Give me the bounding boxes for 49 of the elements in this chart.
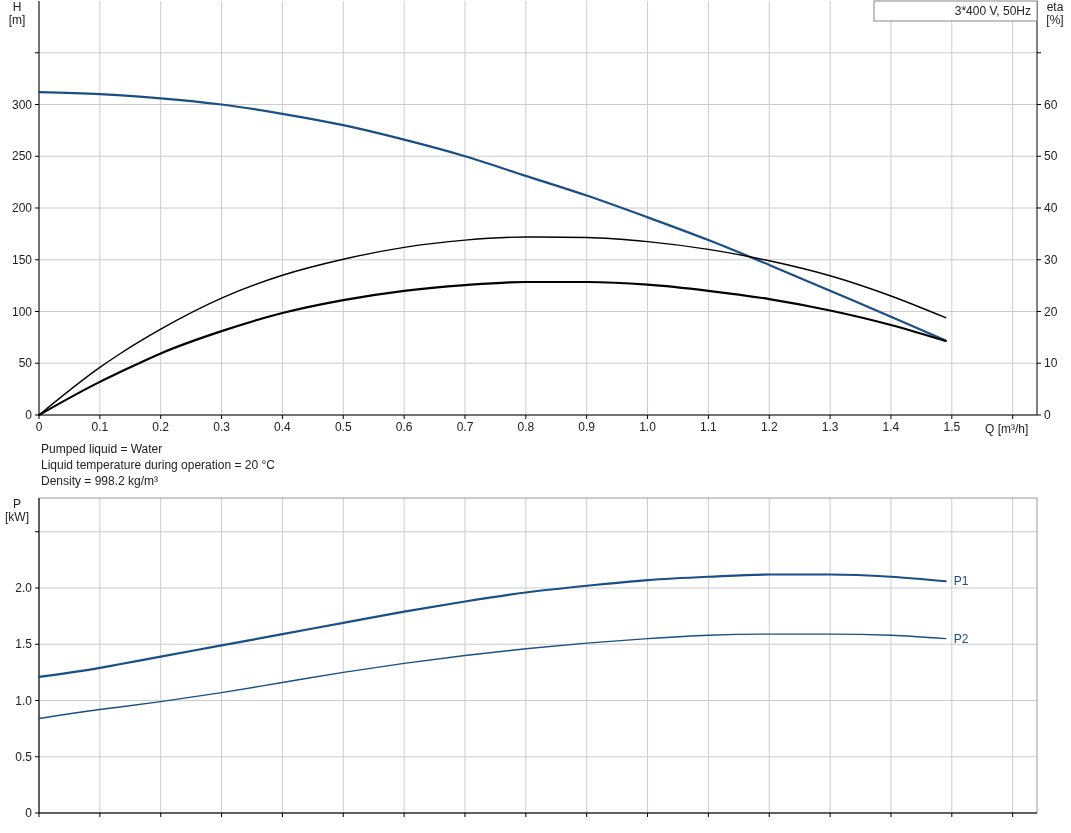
text: Liquid temperature during operation = 20 °C bbox=[41, 458, 276, 472]
x-tick-label: 0.7 bbox=[456, 420, 474, 434]
y2-tick-label: 60 bbox=[1044, 97, 1058, 112]
y-tick-label: 200 bbox=[11, 201, 33, 215]
y-tick-label: 0 bbox=[25, 806, 33, 820]
x-tick-label: 0.1 bbox=[91, 420, 109, 434]
x-tick-label: 0.6 bbox=[395, 420, 413, 434]
x-tick-label: 0 bbox=[35, 420, 43, 434]
y-tick-label: 100 bbox=[11, 304, 33, 319]
y2-tick-label: 10 bbox=[1044, 356, 1058, 371]
x-tick-label: 1.3 bbox=[821, 420, 839, 434]
y2-axis-title: eta [%] bbox=[1046, 0, 1064, 27]
y-tick-label: 0.5 bbox=[15, 749, 33, 764]
x-tick-label: 1.5 bbox=[943, 420, 961, 434]
x-tick-label: 0.8 bbox=[517, 420, 535, 434]
x-tick-label: 0.4 bbox=[274, 420, 292, 434]
text: Pumped liquid = Water bbox=[41, 442, 163, 456]
line-series bbox=[38, 633, 947, 720]
y-tick-label: 250 bbox=[11, 149, 33, 164]
x-tick-label: 0.9 bbox=[578, 420, 596, 434]
line-series bbox=[37, 90, 947, 342]
y-tick-label: 1.5 bbox=[15, 637, 33, 652]
series-label: P2 bbox=[953, 631, 969, 646]
y-axis-title: P [kW] bbox=[5, 497, 29, 524]
y-tick-label: 2.0 bbox=[15, 581, 33, 595]
x-tick-label: 1.1 bbox=[700, 420, 718, 434]
y2-tick-label: 30 bbox=[1044, 252, 1058, 267]
y-tick-label: 150 bbox=[11, 252, 33, 267]
y2-tick-label: 40 bbox=[1044, 201, 1058, 215]
x-tick-label: 1.0 bbox=[639, 420, 657, 434]
y2-tick-label: 20 bbox=[1044, 304, 1058, 319]
x-tick-label: 1.4 bbox=[882, 420, 900, 434]
x-tick-label: 1.2 bbox=[760, 420, 778, 434]
y2-tick-label: 50 bbox=[1044, 149, 1058, 164]
title-frame: 3*400 V, 50Hz bbox=[873, 0, 1038, 22]
series-label: P1 bbox=[953, 574, 969, 589]
x-tick-label: 0.5 bbox=[334, 420, 352, 434]
y2-tick-label: 0 bbox=[1044, 408, 1051, 422]
y-tick-label: 50 bbox=[18, 356, 33, 371]
y-axis-title: H [m] bbox=[8, 0, 26, 27]
chart-title: 3*400 V, 50Hz bbox=[954, 4, 1031, 18]
y-tick-label: 300 bbox=[11, 97, 33, 112]
text: Density = 998.2 kg/m³ bbox=[41, 474, 159, 488]
y-tick-label: 1.0 bbox=[15, 693, 33, 708]
line-series bbox=[37, 573, 947, 678]
y-tick-label: 0 bbox=[25, 408, 33, 422]
x-axis-title: Q [m³/h] bbox=[985, 422, 1029, 436]
x-tick-label: 0.2 bbox=[152, 420, 170, 434]
x-tick-label: 0.3 bbox=[213, 420, 231, 434]
